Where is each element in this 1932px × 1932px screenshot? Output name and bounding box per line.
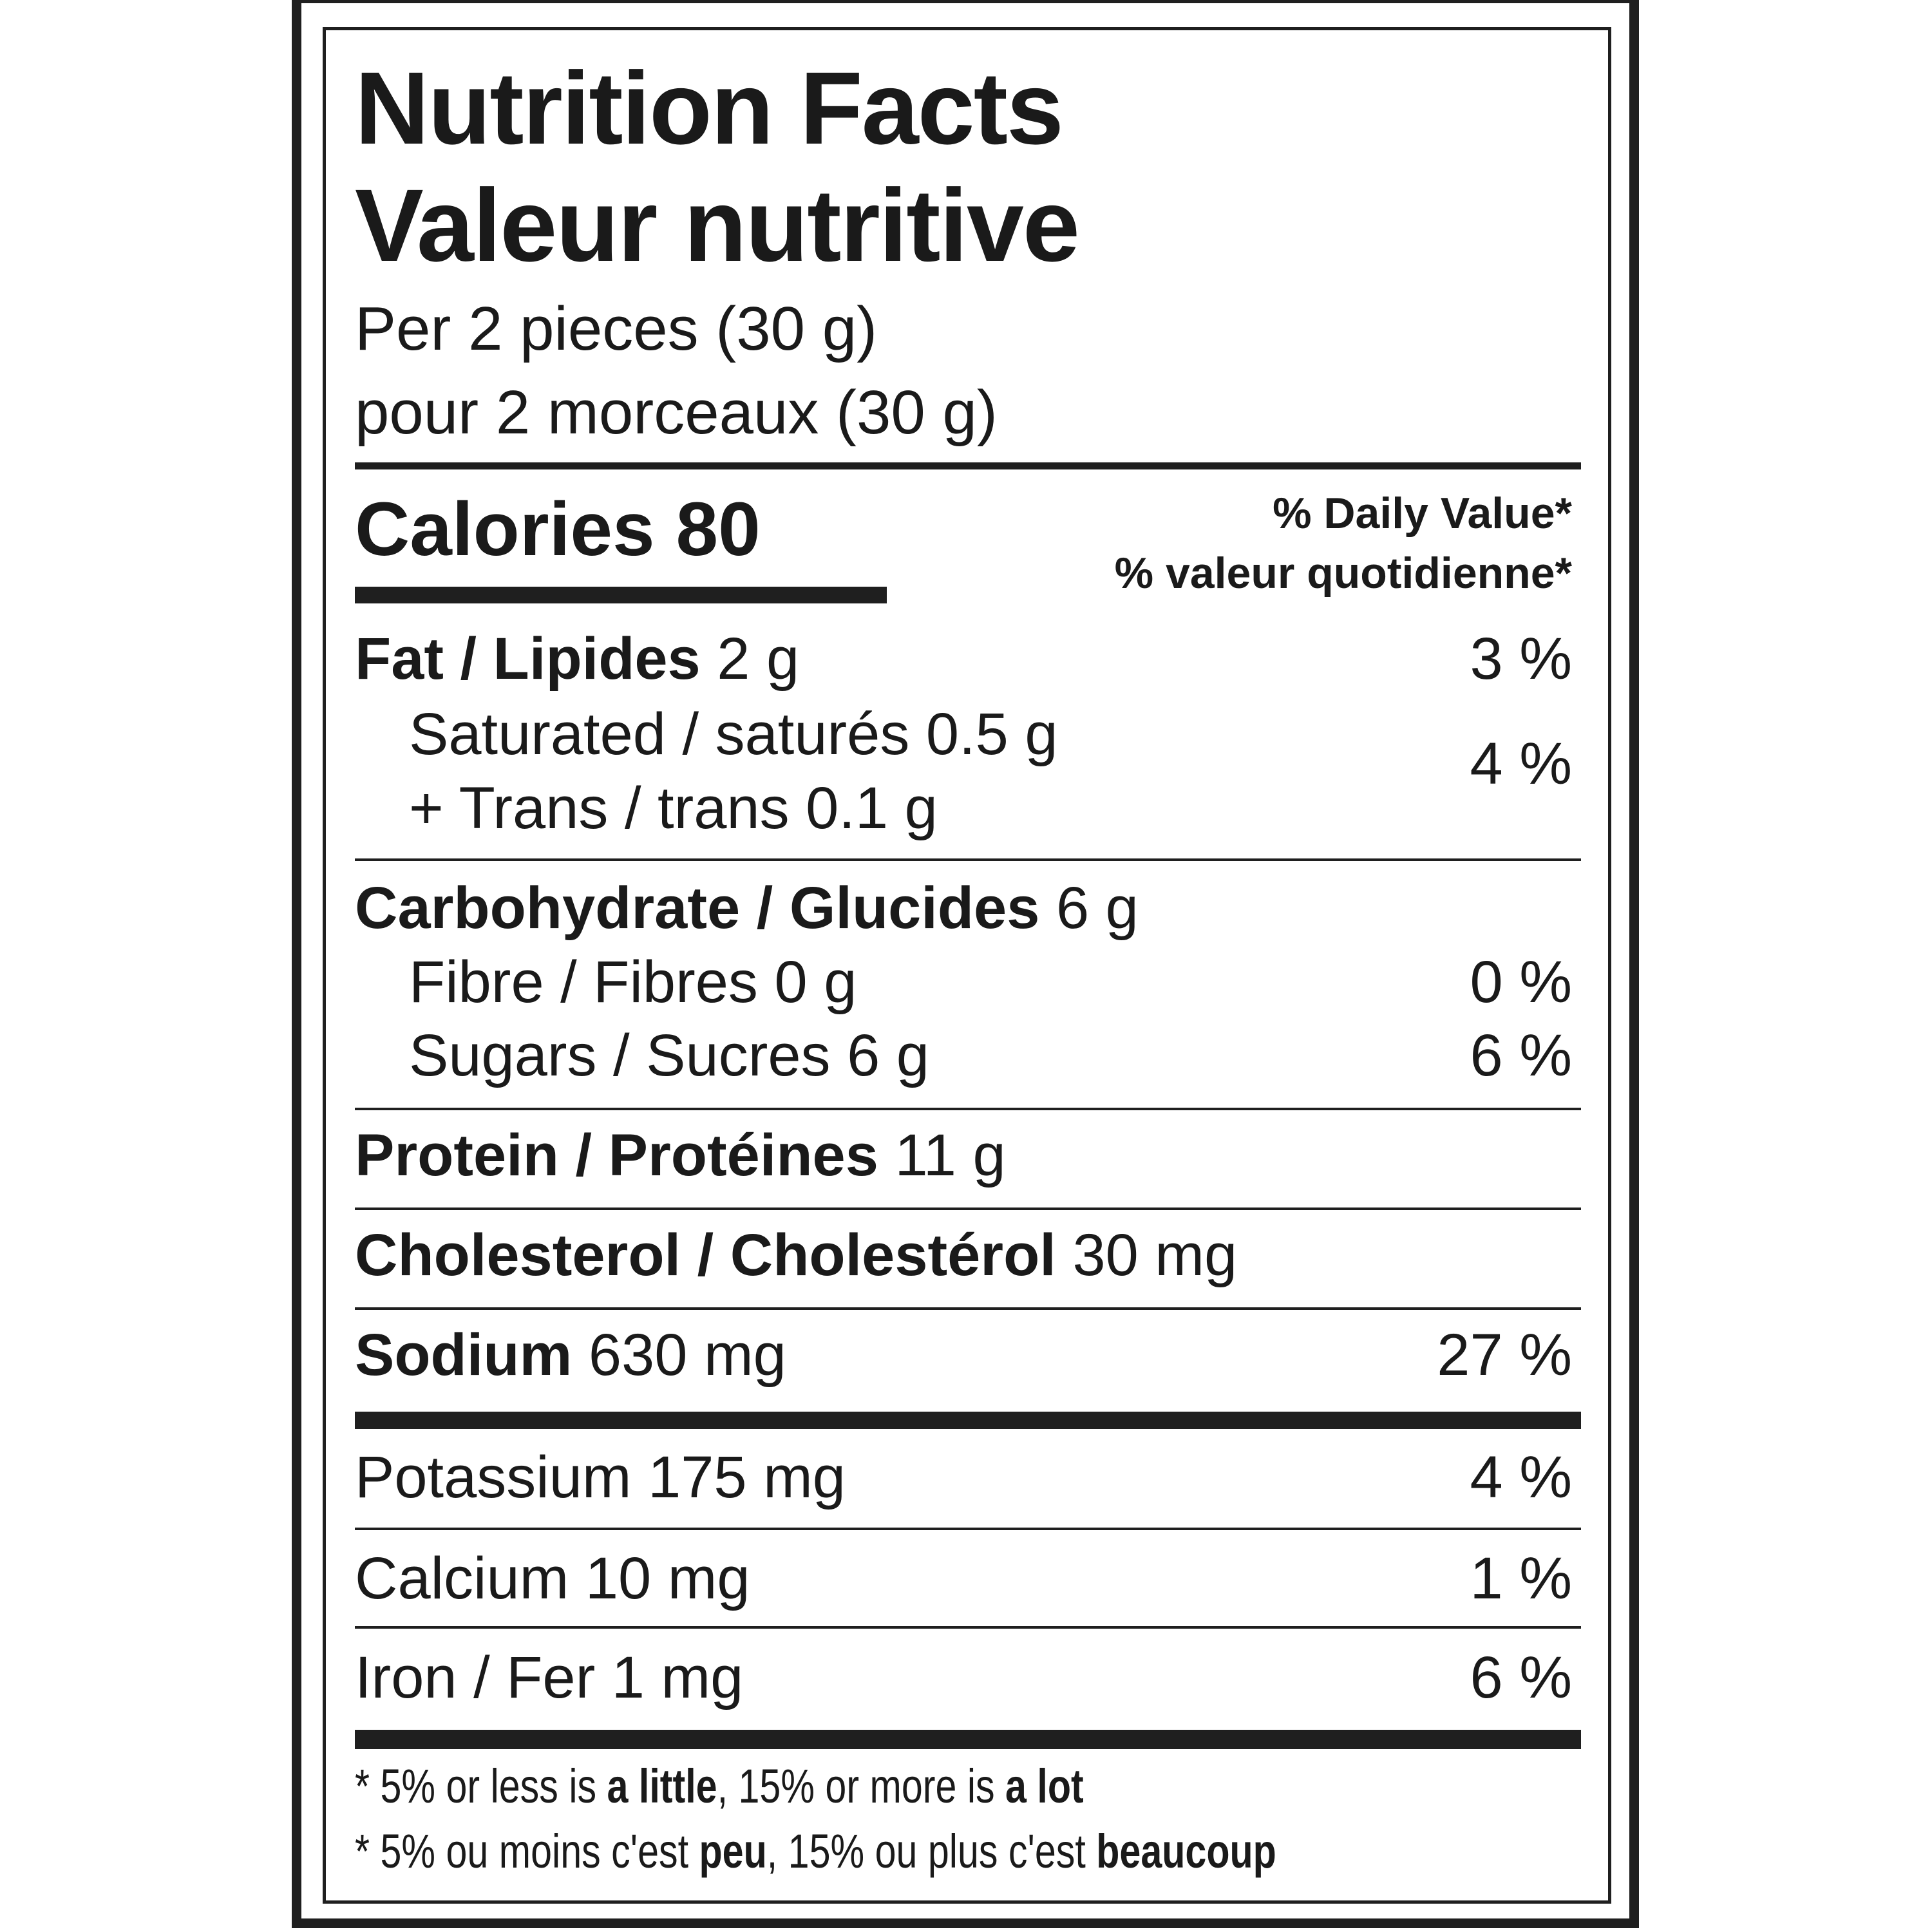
sugars-row: Sugars / Sucres 6 g <box>409 1023 929 1088</box>
footnote-french: * 5% ou moins c'est peu, 15% ou plus c'e… <box>355 1824 1276 1878</box>
serving-size-english: Per 2 pieces (30 g) <box>355 294 878 363</box>
fibre-row: Fibre / Fibres 0 g <box>409 949 857 1015</box>
calories-bar <box>355 587 887 603</box>
fibre-dv: 0 % <box>1470 949 1572 1015</box>
title-french: Valeur nutritive <box>355 167 1080 283</box>
daily-value-header-french: % valeur quotidienne* <box>1114 549 1572 598</box>
trans-row: + Trans / trans 0.1 g <box>409 775 938 841</box>
potassium-dv: 4 % <box>1470 1444 1572 1510</box>
daily-value-header-english: % Daily Value* <box>1273 489 1572 538</box>
calories-label: Calories <box>355 487 655 572</box>
calcium-dv: 1 % <box>1470 1546 1572 1611</box>
divider <box>355 1108 1581 1110</box>
divider <box>355 1528 1581 1530</box>
sodium-row: Sodium 630 mg <box>355 1322 786 1388</box>
fat-row: Fat / Lipides 2 g <box>355 626 800 692</box>
label-inner-border <box>323 27 1611 1904</box>
protein-row: Protein / Protéines 11 g <box>355 1122 1006 1188</box>
title-english: Nutrition Facts <box>355 50 1064 166</box>
divider <box>355 1208 1581 1210</box>
sodium-dv: 27 % <box>1437 1322 1572 1388</box>
iron-row: Iron / Fer 1 mg <box>355 1645 744 1710</box>
divider <box>355 1626 1581 1629</box>
cholesterol-row: Cholesterol / Cholestérol 30 mg <box>355 1222 1238 1288</box>
divider <box>355 1307 1581 1310</box>
carbohydrate-row: Carbohydrate / Glucides 6 g <box>355 875 1139 941</box>
saturated-trans-dv: 4 % <box>1470 731 1572 797</box>
calcium-row: Calcium 10 mg <box>355 1546 750 1611</box>
footnote-english: * 5% or less is a little, 15% or more is… <box>355 1759 1084 1813</box>
potassium-row: Potassium 175 mg <box>355 1444 846 1510</box>
calories-value: 80 <box>676 487 761 572</box>
sugars-dv: 6 % <box>1470 1023 1572 1088</box>
serving-size-french: pour 2 morceaux (30 g) <box>355 378 998 447</box>
saturated-row: Saturated / saturés 0.5 g <box>409 701 1058 767</box>
label-outer-border <box>292 0 1639 1928</box>
divider <box>355 858 1581 861</box>
thick-divider <box>355 1730 1581 1749</box>
thick-divider <box>355 1412 1581 1429</box>
fat-dv: 3 % <box>1470 626 1572 692</box>
iron-dv: 6 % <box>1470 1645 1572 1710</box>
calories-row: Calories 80 <box>355 484 761 576</box>
divider <box>355 462 1581 469</box>
